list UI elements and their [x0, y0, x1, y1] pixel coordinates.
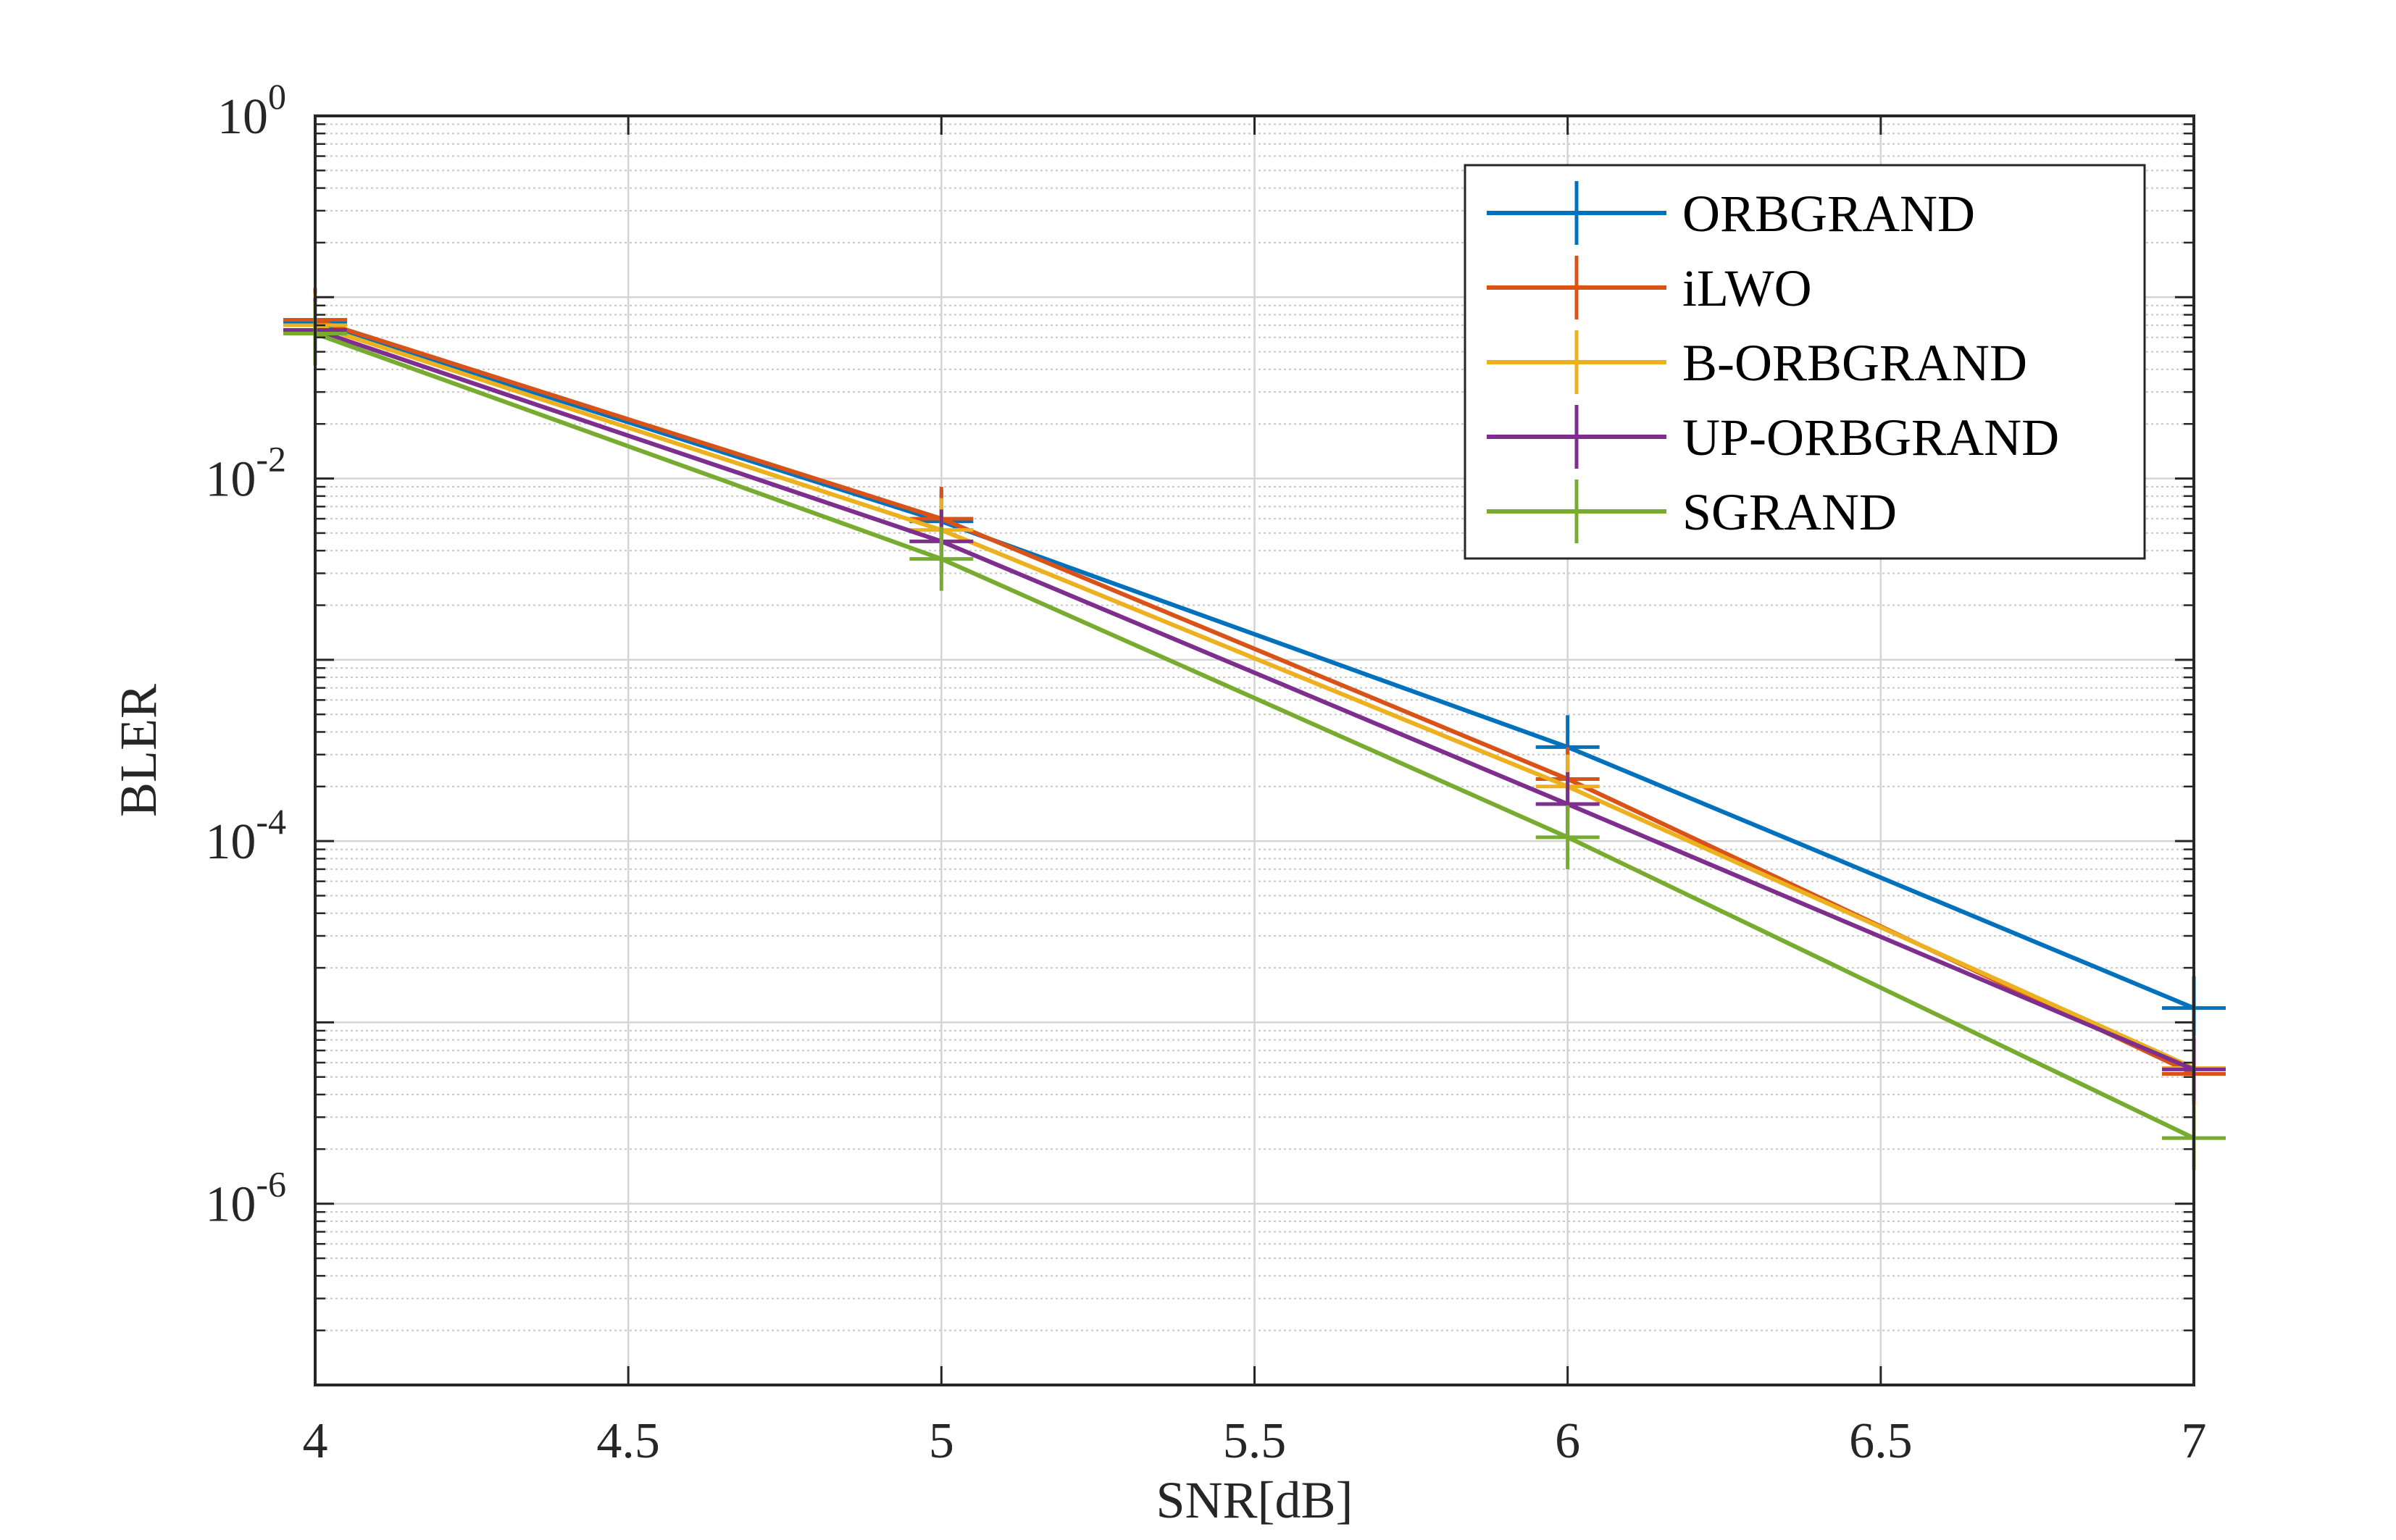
- legend-item: ORBGRAND: [1487, 181, 1975, 245]
- y-tick-label: 10-2: [205, 439, 286, 508]
- legend-item: B-ORBGRAND: [1487, 330, 2027, 394]
- series-layer: [283, 288, 2226, 1171]
- x-tick-label: 6: [1555, 1413, 1580, 1469]
- y-tick-label: 10-6: [205, 1164, 286, 1233]
- x-tick-label: 6.5: [1849, 1413, 1913, 1469]
- x-tick-labels: 4 4.5 5 5.5 6 6.5 7: [303, 1413, 2207, 1469]
- legend-item: SGRAND: [1487, 480, 1897, 543]
- x-tick-label: 5.5: [1223, 1413, 1287, 1469]
- y-tick-label: 100: [217, 76, 286, 145]
- legend-label: SGRAND: [1682, 483, 1897, 541]
- data-point-marker: [1535, 805, 1600, 869]
- data-point-marker: [909, 527, 974, 591]
- legend-label: B-ORBGRAND: [1682, 334, 2027, 392]
- y-tick-label: 10-4: [205, 801, 286, 870]
- axis-ticks: [314, 114, 2195, 1386]
- y-axis-label: BLER: [109, 684, 167, 817]
- x-tick-label: 4.5: [596, 1413, 660, 1469]
- legend-label: ORBGRAND: [1682, 185, 1975, 243]
- legend-label: UP-ORBGRAND: [1682, 409, 2059, 466]
- legend-item: UP-ORBGRAND: [1487, 405, 2059, 469]
- x-tick-label: 7: [2182, 1413, 2207, 1469]
- legend-item: iLWO: [1487, 256, 1812, 319]
- series-line: [314, 331, 2195, 1140]
- series-line: [314, 323, 2195, 1071]
- legend: ORBGRAND iLWO B-ORBGRAND UP-ORBGRAND SGRAND: [1464, 164, 2146, 560]
- series-line: [314, 327, 2195, 1072]
- series-line: [314, 321, 2195, 1010]
- y-tick-labels: 100 10-2 10-4 10-6: [205, 76, 286, 1233]
- legend-label: iLWO: [1682, 259, 1812, 317]
- x-axis-label: SNR[dB]: [1156, 1471, 1353, 1529]
- x-tick-label: 5: [929, 1413, 954, 1469]
- x-tick-label: 4: [303, 1413, 328, 1469]
